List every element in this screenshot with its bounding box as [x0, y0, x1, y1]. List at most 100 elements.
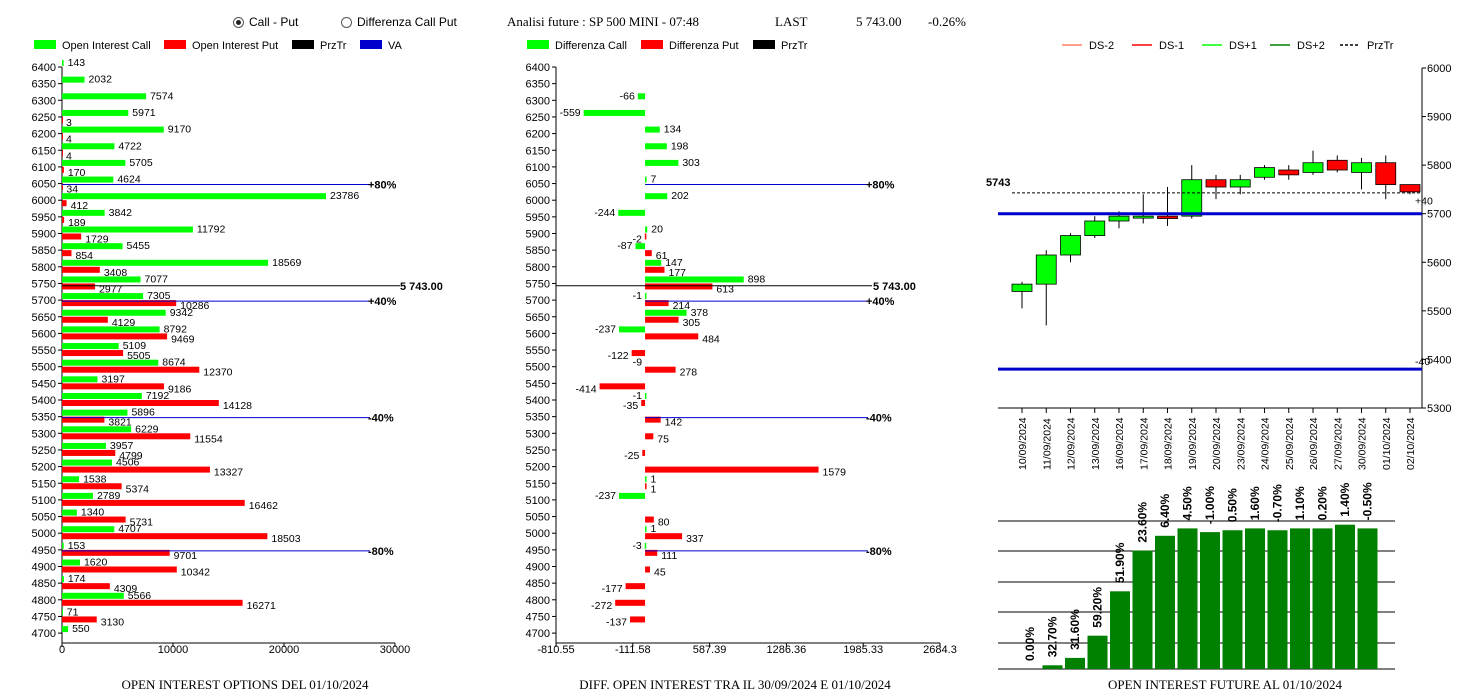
strike-label: 4900: [526, 562, 550, 574]
strike-label: 6000: [526, 195, 550, 207]
put-bar: [62, 566, 177, 573]
call-value-label: 4707: [118, 523, 142, 535]
call-bar: [62, 259, 269, 266]
strike-label: 5350: [526, 412, 550, 424]
strike-label: 5300: [32, 428, 56, 440]
legend-label: Open Interest Put: [192, 40, 278, 52]
future-bar: [1357, 528, 1378, 669]
x-tick-label: 30/09/2024: [1357, 417, 1369, 470]
va-label: -80%: [368, 546, 394, 558]
future-bar-label: 51.90%: [1113, 542, 1127, 583]
x-tick-label: 02/10/2024: [1405, 417, 1417, 470]
call-value-label: 153: [68, 540, 86, 552]
radio-differenza[interactable]: Differenza Call Put: [341, 15, 457, 29]
legend-swatch: [360, 40, 382, 49]
call-bar: [62, 426, 132, 433]
strike-label: 5700: [526, 295, 550, 307]
put-bar: [62, 449, 116, 456]
strike-label: 6200: [526, 129, 550, 141]
strike-label: 6350: [32, 79, 56, 91]
diff-put-label: 214: [673, 300, 691, 312]
future-bar: [1245, 528, 1265, 669]
diff-put-bar: [599, 383, 646, 390]
put-value-label: 13327: [214, 467, 243, 479]
put-bar: [62, 400, 219, 406]
chart-title: DIFF. OPEN INTEREST TRA IL 30/09/2024 E …: [579, 677, 891, 692]
x-tick-label: 13/09/2024: [1090, 417, 1102, 470]
call-value-label: 6229: [135, 423, 159, 435]
call-bar: [62, 60, 64, 66]
put-value-label: 14128: [223, 400, 252, 412]
diff-call-label: 1: [651, 473, 657, 485]
strike-label: 5250: [32, 445, 56, 457]
x-tick-label: 24/09/2024: [1260, 417, 1272, 470]
strike-label: 6150: [32, 145, 56, 157]
diff-put-bar: [645, 333, 699, 340]
diff-call-bar: [645, 226, 648, 233]
diff-put-label: 111: [661, 550, 677, 562]
future-bar: [1267, 530, 1288, 669]
diff-put-label: -122: [608, 350, 629, 362]
put-value-label: 4: [66, 134, 72, 146]
va-label: -40%: [866, 413, 892, 425]
diff-call-bar: [619, 326, 646, 333]
future-bar: [1110, 591, 1130, 669]
put-value-label: 34: [66, 184, 78, 196]
diff-call-label: 1: [651, 523, 657, 535]
radio-selected-icon[interactable]: [233, 16, 244, 28]
x-tick-label: -810.55: [537, 644, 574, 656]
strike-label: 5900: [526, 229, 550, 241]
diff-call-bar: [645, 176, 647, 183]
future-bar: [1155, 535, 1175, 669]
radio-call-put[interactable]: Call - Put: [233, 15, 298, 29]
strike-label: 4700: [526, 628, 550, 640]
legend-label: Differenza Call: [555, 40, 627, 52]
diff-put-label: 337: [686, 533, 704, 545]
legend-swatch: [527, 40, 549, 49]
strike-label: 5900: [32, 229, 56, 241]
call-bar: [62, 143, 115, 150]
diff-put-label: 45: [654, 567, 666, 579]
strike-label: 5450: [526, 378, 550, 390]
call-bar: [62, 409, 128, 416]
diff-put-bar: [645, 483, 647, 490]
future-bar-label: 59.20%: [1091, 587, 1105, 628]
diff-side-label: -9: [633, 357, 642, 369]
va-label: +80%: [866, 180, 895, 192]
call-bar: [62, 509, 77, 516]
diff-put-bar: [625, 583, 646, 590]
diff-call-label: -237: [595, 490, 616, 502]
strike-label: 5250: [526, 445, 550, 457]
candle-body: [1302, 162, 1324, 173]
diff-put-bar: [642, 449, 646, 456]
put-bar: [62, 216, 65, 223]
call-value-label: 550: [72, 623, 90, 635]
candle-body: [1084, 220, 1106, 236]
x-tick-label: 10/09/2024: [1017, 417, 1029, 470]
future-bar-label: 0.20%: [1316, 486, 1330, 520]
diff-put-label: 61: [656, 250, 668, 262]
strike-label: 5000: [526, 528, 550, 540]
future-bar-label: -1.00%: [1203, 486, 1217, 524]
call-bar: [62, 176, 114, 183]
put-bar: [62, 166, 64, 173]
diff-call-bar: [644, 293, 647, 300]
put-value-label: 16271: [247, 600, 276, 612]
future-bar: [1087, 635, 1108, 669]
call-bar: [62, 209, 105, 216]
strike-label: 5650: [32, 312, 56, 324]
radio-unselected-icon[interactable]: [341, 16, 352, 28]
strike-label: 6300: [526, 95, 550, 107]
strike-label: 5550: [526, 345, 550, 357]
diff-call-bar: [635, 243, 646, 250]
candle-body: [1132, 215, 1154, 219]
put-value-label: 412: [71, 200, 89, 212]
strike-label: 4800: [526, 595, 550, 607]
x-tick-label: 11/09/2024: [1041, 418, 1053, 470]
call-bar: [62, 442, 106, 449]
future-bar-label: 1.40%: [1338, 482, 1352, 516]
y-tick-label: 5800: [1427, 160, 1451, 172]
strike-label: 5950: [526, 212, 550, 224]
call-bar: [62, 609, 63, 616]
put-bar: [62, 333, 168, 340]
